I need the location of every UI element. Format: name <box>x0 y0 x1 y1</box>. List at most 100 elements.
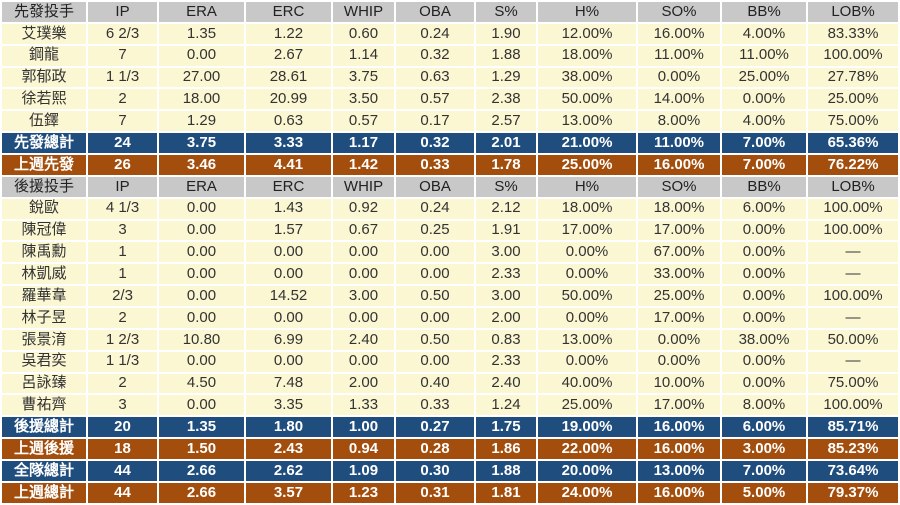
stat-cell: 10.80 <box>159 329 244 350</box>
lastweek-row: 上週後援 18 1.50 2.43 0.94 0.28 1.86 22.00% 16.00% 3.… <box>2 439 898 460</box>
totals-row: 後援總計 20 1.35 1.80 1.00 0.27 1.75 19.00% 16.00% 6.… <box>2 417 898 438</box>
stat-cell: 2 <box>88 373 157 394</box>
stat-cell: 0.00 <box>159 395 244 416</box>
stat-cell: 17.00% <box>638 220 720 241</box>
column-header-cell: BB% <box>722 176 806 197</box>
stat-cell: 0.00 <box>333 264 394 285</box>
player-row: 艾璞樂 6 2/3 1.35 1.22 0.60 0.24 1.90 12.00% 16.00%… <box>2 23 898 44</box>
stat-cell: 0.00 <box>333 242 394 263</box>
stat-cell: 13.00% <box>538 111 636 132</box>
row-label-cell: 後援總計 <box>2 417 86 438</box>
stat-cell: 0.27 <box>396 417 474 438</box>
stat-cell: 27.00 <box>159 67 244 88</box>
pitcher-name-cell: 呂詠臻 <box>2 373 86 394</box>
stat-cell: 2 <box>88 89 157 110</box>
column-header-cell: ERA <box>159 176 244 197</box>
stat-cell: 1.33 <box>333 395 394 416</box>
stat-cell: 0.00 <box>246 242 331 263</box>
stat-cell: 1.29 <box>159 111 244 132</box>
stat-cell: 0.63 <box>246 111 331 132</box>
stat-cell: 1.78 <box>476 155 536 175</box>
stat-cell: 100.00% <box>808 220 898 241</box>
stat-cell: 3.00 <box>476 286 536 307</box>
stat-cell: 75.00% <box>808 373 898 394</box>
stat-cell: 14.00% <box>638 89 720 110</box>
stat-cell: 13.00% <box>638 461 720 481</box>
stat-cell: — <box>808 351 898 372</box>
stat-cell: 1.90 <box>476 23 536 44</box>
stat-cell: 0.00 <box>159 351 244 372</box>
stat-cell: 2.00 <box>476 308 536 328</box>
stat-cell: 2/3 <box>88 286 157 307</box>
stat-cell: 10.00% <box>638 373 720 394</box>
stat-cell: 0.00% <box>638 329 720 350</box>
stat-cell: 7.00% <box>722 133 806 154</box>
stat-cell: 11.00% <box>638 45 720 66</box>
stat-cell: 1.43 <box>246 198 331 219</box>
stat-cell: 14.52 <box>246 286 331 307</box>
column-header-cell: IP <box>88 2 157 22</box>
stat-cell: 0.00 <box>333 308 394 328</box>
stat-cell: 17.00% <box>638 395 720 416</box>
stat-cell: 1.57 <box>246 220 331 241</box>
stat-cell: 3.35 <box>246 395 331 416</box>
stat-cell: 25.00% <box>638 286 720 307</box>
stat-cell: 3.00 <box>333 286 394 307</box>
stat-cell: 1.81 <box>476 482 536 503</box>
stat-cell: 3.57 <box>246 482 331 503</box>
stat-cell: 18.00% <box>638 198 720 219</box>
stat-cell: 0.00 <box>396 351 474 372</box>
stat-cell: 0.32 <box>396 133 474 154</box>
stat-cell: 1 <box>88 242 157 263</box>
stat-cell: 0.00 <box>396 264 474 285</box>
stat-cell: 1.09 <box>333 461 394 481</box>
stat-cell: 7.48 <box>246 373 331 394</box>
stat-cell: 1.35 <box>159 23 244 44</box>
stat-cell: 100.00% <box>808 395 898 416</box>
stat-cell: 22.00% <box>538 439 636 460</box>
stat-cell: 100.00% <box>808 286 898 307</box>
stat-cell: 13.00% <box>538 329 636 350</box>
stat-cell: 18.00 <box>159 89 244 110</box>
player-row: 林凱威 1 0.00 0.00 0.00 0.00 2.33 0.00% 33.00% 0.00%… <box>2 264 898 285</box>
stat-cell: 0.00 <box>159 45 244 66</box>
pitcher-name-cell: 徐若熙 <box>2 89 86 110</box>
stat-cell: 40.00% <box>538 373 636 394</box>
stat-cell: 1 1/3 <box>88 351 157 372</box>
stat-cell: 21.00% <box>538 133 636 154</box>
pitcher-name-cell: 羅華韋 <box>2 286 86 307</box>
stat-cell: 50.00% <box>808 329 898 350</box>
player-row: 伍鐸 7 1.29 0.63 0.57 0.17 2.57 13.00% 8.00% 4.00% 7… <box>2 111 898 132</box>
stat-cell: 0.00% <box>722 308 806 328</box>
column-header-cell: S% <box>476 2 536 22</box>
stat-cell: 2.01 <box>476 133 536 154</box>
player-row: 陳禹勳 1 0.00 0.00 0.00 0.00 3.00 0.00% 67.00% 0.00%… <box>2 242 898 263</box>
stat-cell: 73.64% <box>808 461 898 481</box>
stat-cell: 5.00% <box>722 482 806 503</box>
stat-cell: 0.40 <box>396 373 474 394</box>
stat-cell: 4.50 <box>159 373 244 394</box>
totals-row: 先發總計 24 3.75 3.33 1.17 0.32 2.01 21.00% 11.00% 7.… <box>2 133 898 154</box>
stat-cell: 0.00% <box>722 220 806 241</box>
stat-cell: 38.00% <box>722 329 806 350</box>
section-title-cell: 先發投手 <box>2 2 86 22</box>
stat-cell: 3.00% <box>722 439 806 460</box>
pitcher-name-cell: 曹祐齊 <box>2 395 86 416</box>
stat-cell: 1.00 <box>333 417 394 438</box>
stat-cell: 0.94 <box>333 439 394 460</box>
pitcher-name-cell: 林凱威 <box>2 264 86 285</box>
stat-cell: 19.00% <box>538 417 636 438</box>
stat-cell: 3.33 <box>246 133 331 154</box>
stat-cell: 7 <box>88 45 157 66</box>
stat-cell: 1.88 <box>476 461 536 481</box>
stat-cell: 1.42 <box>333 155 394 175</box>
stat-cell: 0.30 <box>396 461 474 481</box>
pitcher-name-cell: 郭郁政 <box>2 67 86 88</box>
stat-cell: 38.00% <box>538 67 636 88</box>
stat-cell: 1.91 <box>476 220 536 241</box>
pitcher-name-cell: 鋼龍 <box>2 45 86 66</box>
stat-cell: 1.23 <box>333 482 394 503</box>
stat-cell: 50.00% <box>538 286 636 307</box>
stat-cell: 50.00% <box>538 89 636 110</box>
stat-cell: 6.99 <box>246 329 331 350</box>
